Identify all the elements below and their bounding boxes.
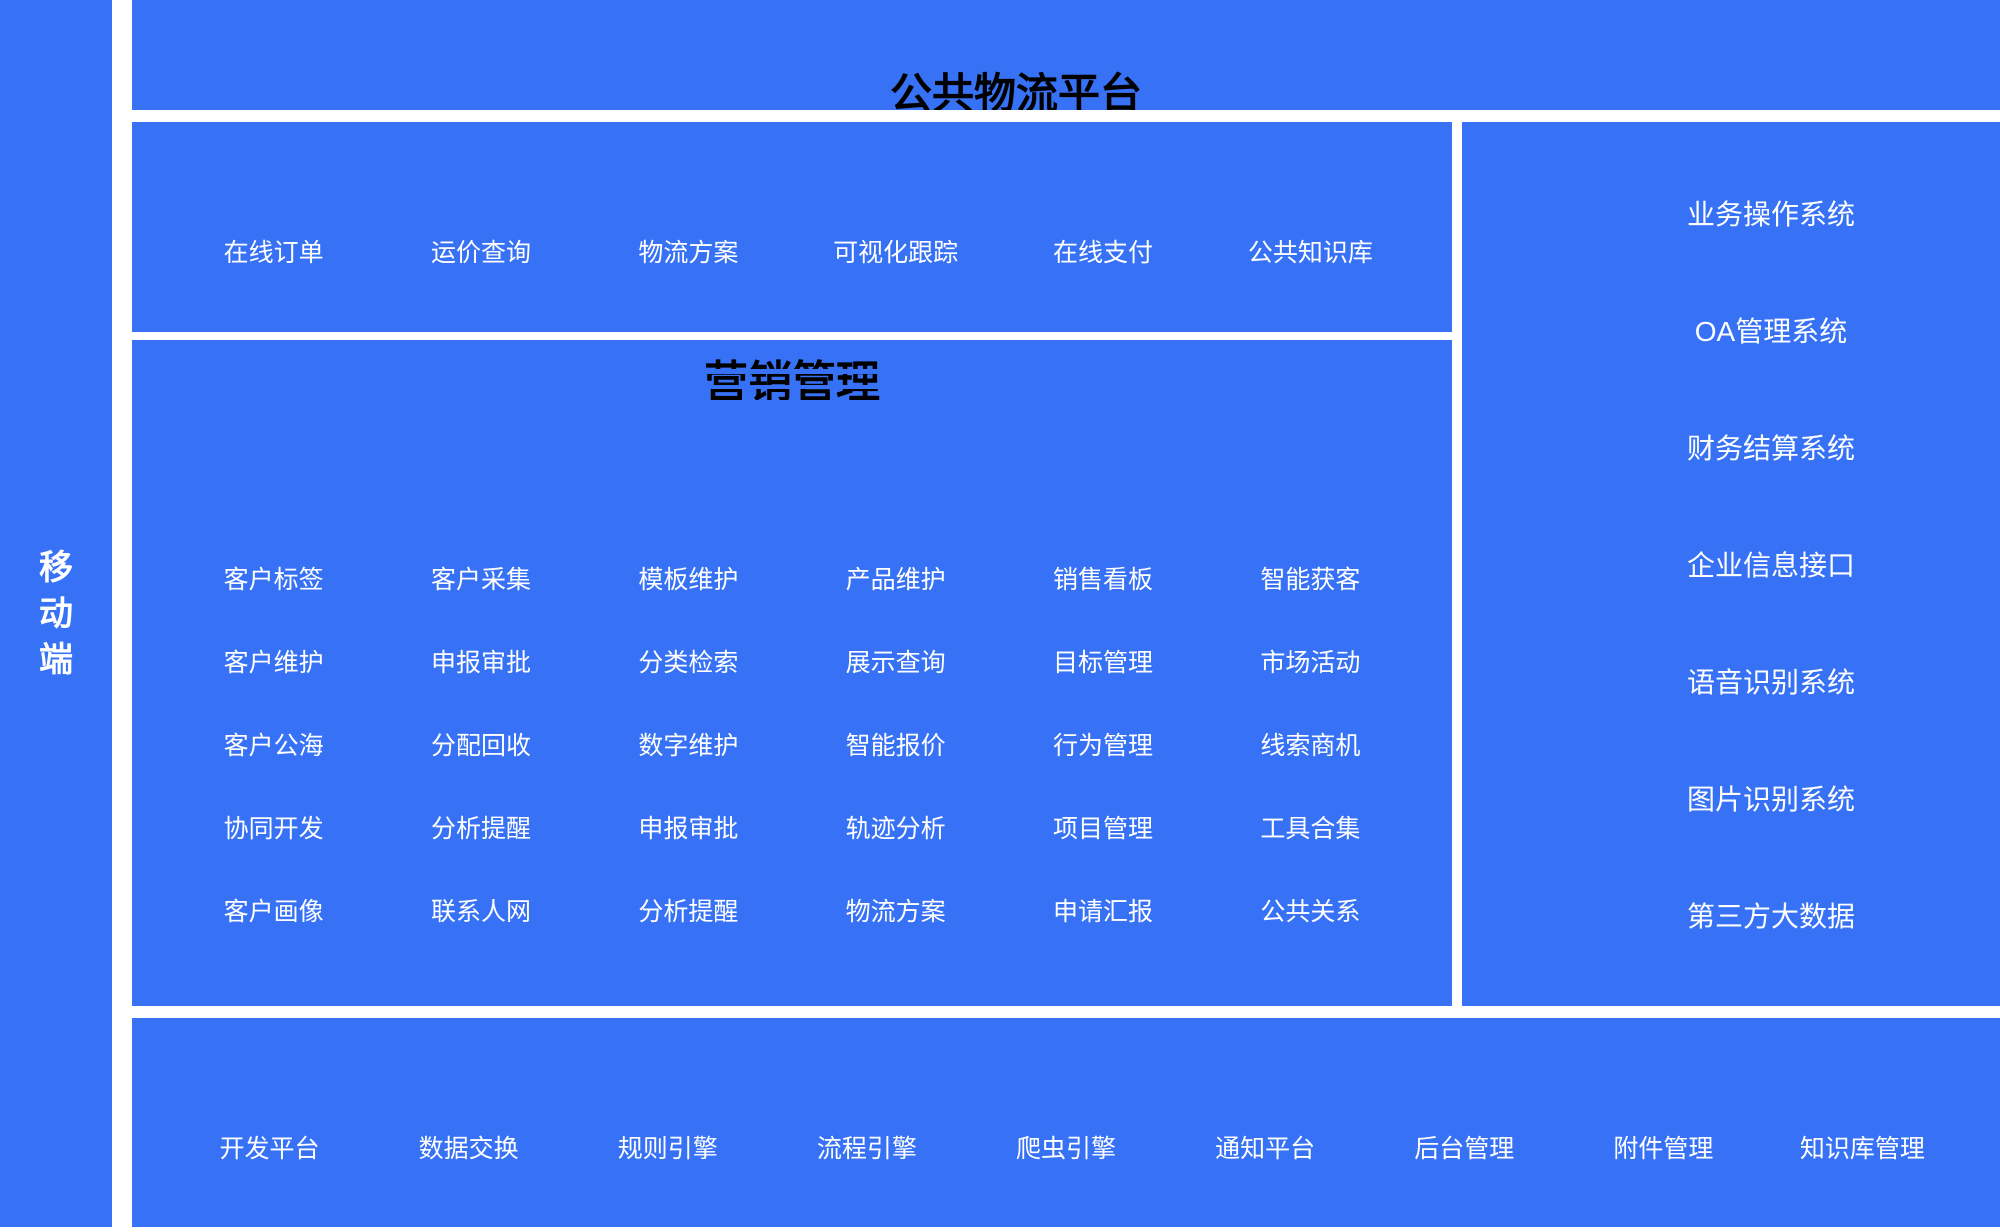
marketing-grid-item[interactable]: 轨迹分析: [845, 815, 946, 844]
marketing-grid-item[interactable]: 分析提醒: [638, 898, 739, 927]
marketing-grid-item[interactable]: 目标管理: [1052, 648, 1153, 677]
marketing-grid-item[interactable]: 展示查询: [845, 648, 946, 677]
marketing-grid-item[interactable]: 模板维护: [638, 565, 739, 594]
marketing-grid-item[interactable]: 客户标签: [223, 565, 324, 594]
marketing-grid-item[interactable]: 公共关系: [1260, 898, 1361, 927]
platform-bottom-bar: 开发平台 数据交换 规则引擎 流程引擎 爬虫引擎 通知平台 后台管理 附件管理 知识库管理: [132, 1018, 2000, 1227]
quick-menu-item[interactable]: 公共知识库: [1247, 239, 1373, 267]
marketing-grid-item[interactable]: 客户采集: [430, 565, 531, 594]
system-item[interactable]: 业务操作系统: [1686, 198, 1855, 230]
page-title: 公共物流平台: [889, 70, 1142, 110]
platform-item[interactable]: 后台管理: [1414, 1135, 1515, 1163]
marketing-title-wrap: 营销管理: [132, 358, 1452, 400]
top-title-bar: 公共物流平台: [132, 0, 2000, 110]
quick-menu-item[interactable]: 可视化跟踪: [833, 239, 959, 267]
marketing-grid-item[interactable]: 客户维护: [223, 648, 324, 677]
marketing-grid-item[interactable]: 行为管理: [1052, 731, 1153, 760]
platform-item[interactable]: 流程引擎: [816, 1135, 917, 1163]
marketing-grid-item[interactable]: 智能获客: [1260, 565, 1361, 594]
marketing-grid-item[interactable]: 工具合集: [1260, 815, 1361, 844]
system-item[interactable]: 财务结算系统: [1686, 432, 1855, 464]
platform-item[interactable]: 知识库管理: [1799, 1135, 1925, 1163]
marketing-grid-item[interactable]: 分配回收: [430, 731, 531, 760]
system-item[interactable]: 图片识别系统: [1686, 783, 1855, 815]
platform-item[interactable]: 数据交换: [418, 1135, 519, 1163]
marketing-grid-item[interactable]: 数字维护: [638, 731, 739, 760]
quick-menu-item[interactable]: 运价查询: [430, 239, 531, 267]
marketing-grid-item[interactable]: 申报审批: [430, 648, 531, 677]
marketing-grid-item[interactable]: 分析提醒: [430, 815, 531, 844]
platform-item[interactable]: 爬虫引擎: [1015, 1135, 1116, 1163]
quick-menu-item[interactable]: 在线支付: [1052, 239, 1153, 267]
system-item[interactable]: 语音识别系统: [1686, 666, 1855, 698]
marketing-grid-item[interactable]: 智能报价: [845, 731, 946, 760]
marketing-grid-item[interactable]: 物流方案: [845, 898, 946, 927]
system-item[interactable]: OA管理系统: [1694, 315, 1848, 347]
marketing-grid-item[interactable]: 产品维护: [845, 565, 946, 594]
mobile-side-bar: 移动端: [0, 0, 112, 1227]
logistics-quick-menu: 在线订单 运价查询 物流方案 可视化跟踪 在线支付 公共知识库: [132, 122, 1452, 332]
marketing-grid-item[interactable]: 分类检索: [638, 648, 739, 677]
quick-menu-item[interactable]: 物流方案: [638, 239, 739, 267]
marketing-grid-item[interactable]: 销售看板: [1052, 565, 1153, 594]
marketing-grid-item[interactable]: 市场活动: [1260, 648, 1361, 677]
system-item[interactable]: 企业信息接口: [1686, 549, 1855, 581]
platform-item[interactable]: 通知平台: [1215, 1135, 1316, 1163]
marketing-grid-item[interactable]: 客户画像: [223, 898, 324, 927]
system-item[interactable]: 第三方大数据: [1686, 900, 1855, 932]
systems-panel: 业务操作系统 OA管理系统 财务结算系统 企业信息接口 语音识别系统 图片识别系统 第三方大…: [1462, 122, 2000, 1006]
marketing-grid-item[interactable]: 客户公海: [223, 731, 324, 760]
platform-item[interactable]: 开发平台: [219, 1135, 320, 1163]
marketing-grid-item[interactable]: 线索商机: [1260, 731, 1361, 760]
platform-item[interactable]: 附件管理: [1613, 1135, 1714, 1163]
quick-menu-item[interactable]: 在线订单: [223, 239, 324, 267]
marketing-title: 营销管理: [704, 358, 880, 400]
mobile-side-label: 移动端: [39, 548, 73, 679]
marketing-panel: 营销管理 客户标签 客户采集 模板维护 产品维护 销售看板 智能获客 客户维护 申报审批 分类检…: [132, 340, 1452, 1006]
marketing-grid-item[interactable]: 联系人网: [430, 898, 531, 927]
marketing-grid: 客户标签 客户采集 模板维护 产品维护 销售看板 智能获客 客户维护 申报审批 分类检索 展示查询…: [132, 536, 1452, 952]
marketing-grid-item[interactable]: 协同开发: [223, 815, 324, 844]
marketing-grid-item[interactable]: 申报审批: [638, 815, 739, 844]
marketing-grid-item[interactable]: 申请汇报: [1052, 898, 1153, 927]
marketing-grid-item[interactable]: 项目管理: [1052, 815, 1153, 844]
platform-item[interactable]: 规则引擎: [617, 1135, 718, 1163]
